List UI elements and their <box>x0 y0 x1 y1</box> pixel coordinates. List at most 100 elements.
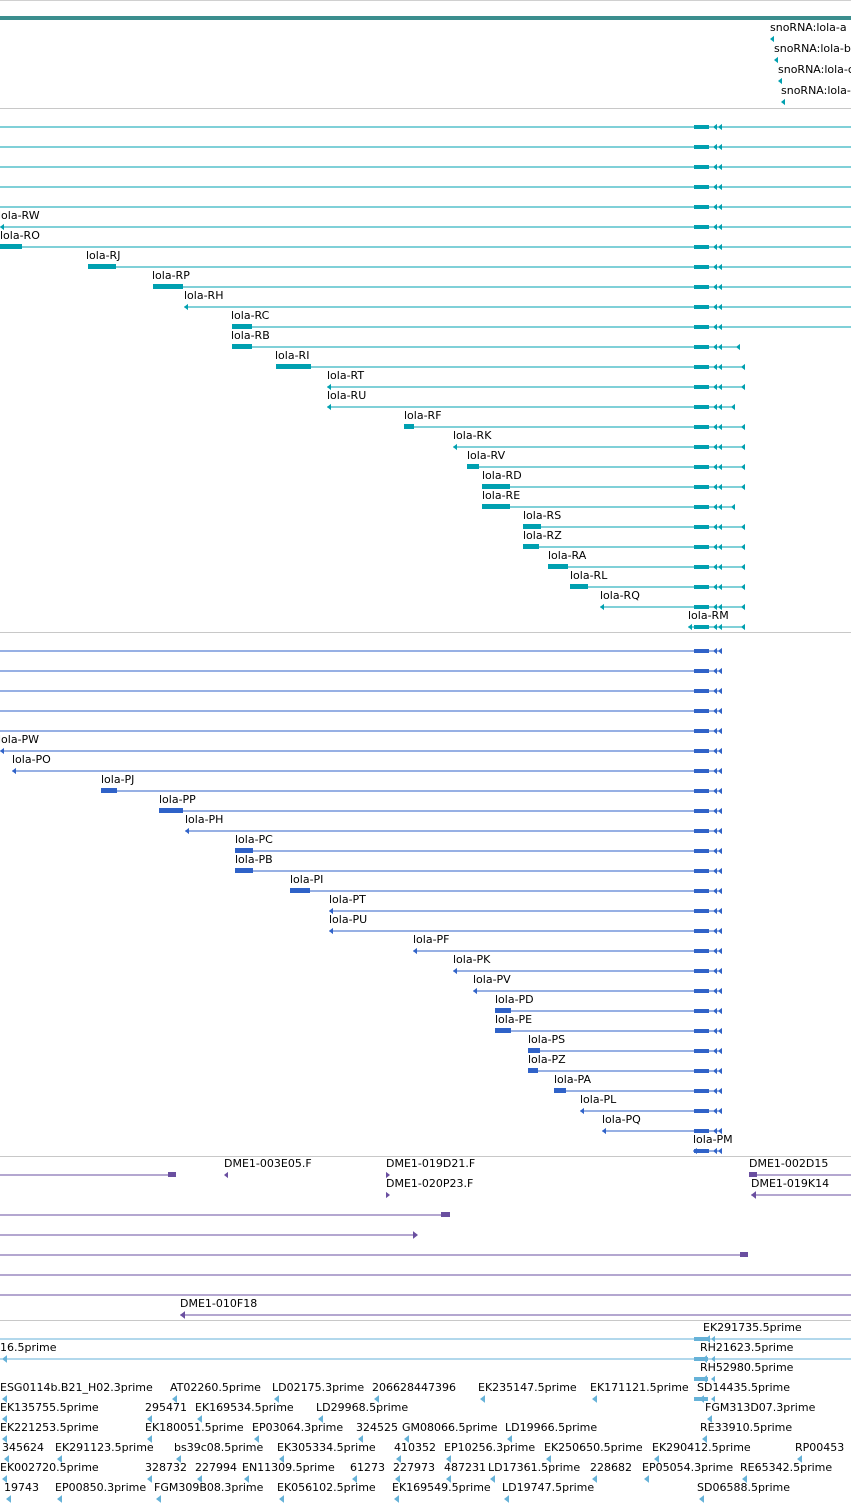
exon-block[interactable] <box>694 465 709 469</box>
exon-block[interactable] <box>694 325 709 329</box>
snorna-label[interactable]: snoRNA:lola-c <box>778 63 851 76</box>
est-label[interactable]: LD19966.5prime <box>505 1421 598 1434</box>
exon-block[interactable] <box>495 1028 511 1033</box>
est-label[interactable]: 345624 <box>2 1441 44 1454</box>
est-label[interactable]: 206628447396 <box>372 1381 456 1394</box>
est-label[interactable]: EK171121.5prime <box>590 1381 689 1394</box>
exon-block[interactable] <box>694 669 709 673</box>
transcript-label[interactable]: lola-RJ <box>86 249 121 262</box>
est-label[interactable]: EK250650.5prime <box>544 1441 643 1454</box>
est-label[interactable]: SD06588.5prime <box>697 1481 790 1494</box>
protein-label[interactable]: lola-PV <box>473 973 511 986</box>
est-block[interactable] <box>694 1337 708 1341</box>
transcript-label[interactable]: lola-RK <box>453 429 492 442</box>
protein-label[interactable]: lola-PQ <box>602 1113 641 1126</box>
transcript-label[interactable]: lola-RD <box>482 469 522 482</box>
transcript-label[interactable]: lola-RW <box>0 209 40 222</box>
exon-block[interactable] <box>694 649 709 653</box>
est-label[interactable]: EK169549.5prime <box>392 1481 491 1494</box>
exon-block[interactable] <box>235 848 253 853</box>
transcript-label[interactable]: lola-RO <box>0 229 40 242</box>
est-label[interactable]: 61273 <box>350 1461 385 1474</box>
clone-label[interactable]: DME1-019D21.F <box>386 1157 476 1170</box>
exon-block[interactable] <box>694 969 709 973</box>
est-label[interactable]: AT02260.5prime <box>170 1381 261 1394</box>
protein-label[interactable]: lola-PS <box>528 1033 566 1046</box>
est-label[interactable]: RH21623.5prime <box>700 1341 794 1354</box>
exon-block[interactable] <box>153 284 183 289</box>
est-label[interactable]: 227994 <box>195 1461 237 1474</box>
exon-block[interactable] <box>694 625 709 629</box>
est-label[interactable]: FGM309B08.3prime <box>154 1481 264 1494</box>
exon-block[interactable] <box>694 605 709 609</box>
est-label[interactable]: LD19747.5prime <box>502 1481 595 1494</box>
transcript-label[interactable]: lola-RT <box>327 369 365 382</box>
est-label[interactable]: 295471 <box>145 1401 187 1414</box>
exon-block[interactable] <box>404 424 414 429</box>
exon-block[interactable] <box>694 689 709 693</box>
exon-block[interactable] <box>528 1068 538 1073</box>
est-label[interactable]: EP00850.3prime <box>55 1481 147 1494</box>
exon-block[interactable] <box>482 504 510 509</box>
exon-block[interactable] <box>482 484 510 489</box>
est-label[interactable]: 228682 <box>590 1461 632 1474</box>
protein-label[interactable]: lola-PI <box>290 873 324 886</box>
exon-block[interactable] <box>694 949 709 953</box>
est-label[interactable]: ESG0114b.B21_H02.3prime <box>0 1381 153 1394</box>
est-label[interactable]: GM08066.5prime <box>402 1421 498 1434</box>
exon-block[interactable] <box>523 524 541 529</box>
est-label[interactable]: 328732 <box>145 1461 187 1474</box>
protein-label[interactable]: lola-PL <box>580 1093 617 1106</box>
transcript-label[interactable]: lola-RF <box>404 409 442 422</box>
exon-block[interactable] <box>694 989 709 993</box>
est-label[interactable]: bs39c08.5prime <box>174 1441 264 1454</box>
est-label[interactable]: RH52980.5prime <box>700 1361 794 1374</box>
transcript-label[interactable]: lola-RU <box>327 389 367 402</box>
protein-label[interactable]: lola-PD <box>495 993 534 1006</box>
est-label[interactable]: RE33910.5prime <box>700 1421 793 1434</box>
transcript-label[interactable]: lola-RQ <box>600 589 640 602</box>
est-label[interactable]: 324525 <box>356 1421 398 1434</box>
exon-block[interactable] <box>101 788 117 793</box>
exon-block[interactable] <box>548 564 568 569</box>
est-label[interactable]: EP10256.3prime <box>444 1441 536 1454</box>
est-label[interactable]: EP05054.3prime <box>642 1461 734 1474</box>
est-block[interactable] <box>694 1377 708 1381</box>
exon-block[interactable] <box>694 1069 709 1073</box>
transcript-label[interactable]: lola-RE <box>482 489 521 502</box>
exon-block[interactable] <box>694 305 709 309</box>
exon-block[interactable] <box>694 365 709 369</box>
est-label[interactable]: EK056102.5prime <box>277 1481 376 1494</box>
exon-block[interactable] <box>694 285 709 289</box>
exon-block[interactable] <box>694 265 709 269</box>
clone-label[interactable]: DME1-010F18 <box>180 1297 258 1310</box>
est-label[interactable]: 19743 <box>4 1481 39 1494</box>
exon-block[interactable] <box>570 584 588 589</box>
exon-block[interactable] <box>528 1048 540 1053</box>
transcript-label[interactable]: lola-RI <box>275 349 310 362</box>
exon-block[interactable] <box>694 769 709 773</box>
est-label[interactable]: EK180051.5prime <box>145 1421 244 1434</box>
est-label[interactable]: RE65342.5prime <box>740 1461 833 1474</box>
transcript-label[interactable]: lola-RV <box>467 449 506 462</box>
exon-block[interactable] <box>694 345 709 349</box>
exon-block[interactable] <box>694 729 709 733</box>
exon-block[interactable] <box>694 425 709 429</box>
exon-block[interactable] <box>694 165 709 169</box>
est-label[interactable]: EK221253.5prime <box>0 1421 99 1434</box>
exon-block[interactable] <box>694 889 709 893</box>
exon-block[interactable] <box>694 225 709 229</box>
est-label[interactable]: SD14435.5prime <box>697 1381 790 1394</box>
exon-block[interactable] <box>694 505 709 509</box>
est-label[interactable]: EK291735.5prime <box>703 1321 802 1334</box>
transcript-label[interactable]: lola-RS <box>523 509 562 522</box>
exon-block[interactable] <box>694 869 709 873</box>
clone-end[interactable] <box>168 1172 176 1177</box>
exon-block[interactable] <box>232 324 252 329</box>
protein-label[interactable]: lola-PE <box>495 1013 533 1026</box>
protein-label[interactable]: lola-PF <box>413 933 450 946</box>
est-label[interactable]: EK169534.5prime <box>195 1401 294 1414</box>
transcript-label[interactable]: lola-RP <box>152 269 190 282</box>
exon-block[interactable] <box>694 145 709 149</box>
exon-block[interactable] <box>694 545 709 549</box>
